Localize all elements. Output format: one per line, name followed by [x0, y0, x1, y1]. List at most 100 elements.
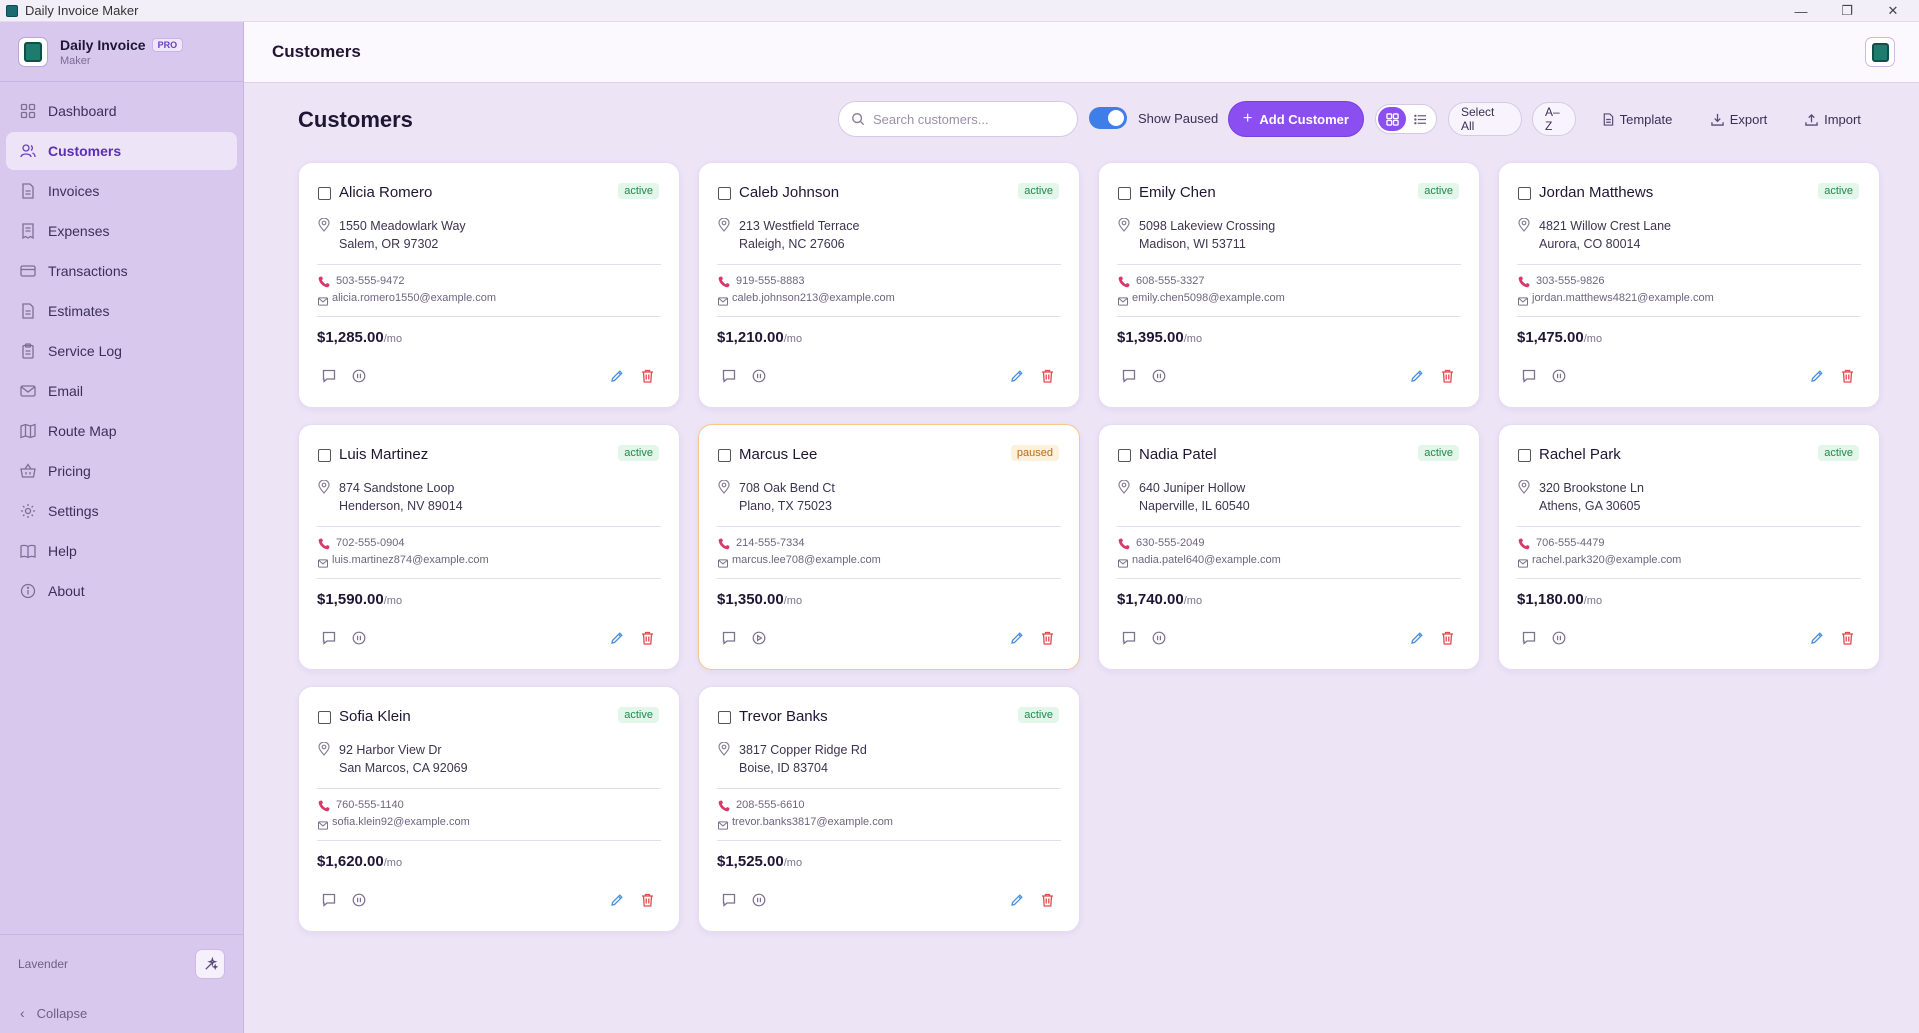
- customer-card[interactable]: Alicia Romero active 1550 Meadowlark Way Sa…: [298, 162, 680, 408]
- comment-icon[interactable]: [1520, 367, 1538, 385]
- customer-phone[interactable]: 630-555-2049: [1136, 537, 1205, 549]
- customer-select-checkbox[interactable]: [318, 711, 331, 724]
- comment-icon[interactable]: [320, 629, 338, 647]
- trash-icon[interactable]: [638, 629, 656, 647]
- header-logo-icon[interactable]: [1865, 37, 1895, 67]
- customer-phone[interactable]: 503-555-9472: [336, 275, 405, 287]
- comment-icon[interactable]: [1120, 629, 1138, 647]
- trash-icon[interactable]: [1038, 629, 1056, 647]
- sidebar-item-email[interactable]: Email: [6, 372, 237, 410]
- customer-email[interactable]: alicia.romero1550@example.com: [332, 292, 497, 304]
- minimize-icon[interactable]: —: [1794, 3, 1808, 19]
- customer-phone[interactable]: 303-555-9826: [1536, 275, 1605, 287]
- sidebar-item-pricing[interactable]: Pricing: [6, 452, 237, 490]
- search-input[interactable]: [873, 111, 1063, 127]
- trash-icon[interactable]: [1038, 891, 1056, 909]
- edit-icon[interactable]: [608, 891, 626, 909]
- customer-card[interactable]: Emily Chen active 5098 Lakeview Crossing Ma…: [1098, 162, 1480, 408]
- comment-icon[interactable]: [1120, 367, 1138, 385]
- sidebar-item-transactions[interactable]: Transactions: [6, 252, 237, 290]
- pause-icon[interactable]: [750, 891, 768, 909]
- customer-email[interactable]: luis.martinez874@example.com: [332, 554, 489, 566]
- customer-select-checkbox[interactable]: [1118, 449, 1131, 462]
- trash-icon[interactable]: [1038, 367, 1056, 385]
- customer-email[interactable]: emily.chen5098@example.com: [1132, 292, 1285, 304]
- sort-az-button[interactable]: A–Z: [1532, 102, 1576, 136]
- pause-icon[interactable]: [350, 629, 368, 647]
- customer-email[interactable]: rachel.park320@example.com: [1532, 554, 1682, 566]
- comment-icon[interactable]: [320, 891, 338, 909]
- edit-icon[interactable]: [1008, 367, 1026, 385]
- edit-icon[interactable]: [1008, 891, 1026, 909]
- customer-phone[interactable]: 919-555-8883: [736, 275, 805, 287]
- trash-icon[interactable]: [1838, 367, 1856, 385]
- sidebar-item-about[interactable]: About: [6, 572, 237, 610]
- list-view-button[interactable]: [1406, 107, 1434, 131]
- customer-email[interactable]: trevor.banks3817@example.com: [732, 816, 893, 828]
- export-button[interactable]: Export: [1696, 102, 1782, 136]
- pause-icon[interactable]: [350, 891, 368, 909]
- pause-icon[interactable]: [350, 367, 368, 385]
- theme-picker-button[interactable]: [195, 949, 225, 979]
- customer-card[interactable]: Sofia Klein active 92 Harbor View Dr San Ma…: [298, 686, 680, 932]
- comment-icon[interactable]: [320, 367, 338, 385]
- customer-phone[interactable]: 208-555-6610: [736, 799, 805, 811]
- edit-icon[interactable]: [608, 367, 626, 385]
- sidebar-item-dashboard[interactable]: Dashboard: [6, 92, 237, 130]
- comment-icon[interactable]: [720, 629, 738, 647]
- play-icon[interactable]: [750, 629, 768, 647]
- customer-email[interactable]: jordan.matthews4821@example.com: [1532, 292, 1714, 304]
- edit-icon[interactable]: [1408, 629, 1426, 647]
- comment-icon[interactable]: [720, 891, 738, 909]
- pause-icon[interactable]: [750, 367, 768, 385]
- customer-select-checkbox[interactable]: [718, 187, 731, 200]
- customer-card[interactable]: Nadia Patel active 640 Juniper Hollow Naper…: [1098, 424, 1480, 670]
- customer-card[interactable]: Caleb Johnson active 213 Westfield Terrace…: [698, 162, 1080, 408]
- customer-phone[interactable]: 702-555-0904: [336, 537, 405, 549]
- pause-icon[interactable]: [1550, 367, 1568, 385]
- customer-card[interactable]: Luis Martinez active 874 Sandstone Loop Hen…: [298, 424, 680, 670]
- import-button[interactable]: Import: [1790, 102, 1876, 136]
- sidebar-item-estimates[interactable]: Estimates: [6, 292, 237, 330]
- pause-icon[interactable]: [1550, 629, 1568, 647]
- customer-select-checkbox[interactable]: [1118, 187, 1131, 200]
- customer-phone[interactable]: 706-555-4479: [1536, 537, 1605, 549]
- customer-select-checkbox[interactable]: [718, 711, 731, 724]
- edit-icon[interactable]: [608, 629, 626, 647]
- customer-card[interactable]: Trevor Banks active 3817 Copper Ridge Rd Bo…: [698, 686, 1080, 932]
- customer-select-checkbox[interactable]: [318, 187, 331, 200]
- collapse-button[interactable]: ‹ Collapse: [0, 993, 243, 1033]
- customer-email[interactable]: caleb.johnson213@example.com: [732, 292, 895, 304]
- customer-email[interactable]: marcus.lee708@example.com: [732, 554, 881, 566]
- customer-select-checkbox[interactable]: [718, 449, 731, 462]
- show-paused-toggle[interactable]: [1089, 107, 1127, 129]
- edit-icon[interactable]: [1808, 629, 1826, 647]
- customer-card[interactable]: Rachel Park active 320 Brookstone Ln Athens…: [1498, 424, 1880, 670]
- pause-icon[interactable]: [1150, 629, 1168, 647]
- trash-icon[interactable]: [638, 367, 656, 385]
- customer-phone[interactable]: 608-555-3327: [1136, 275, 1205, 287]
- search-box[interactable]: [838, 101, 1078, 137]
- select-all-button[interactable]: Select All: [1448, 102, 1522, 136]
- sidebar-item-help[interactable]: Help: [6, 532, 237, 570]
- customer-select-checkbox[interactable]: [318, 449, 331, 462]
- sidebar-item-settings[interactable]: Settings: [6, 492, 237, 530]
- comment-icon[interactable]: [1520, 629, 1538, 647]
- close-icon[interactable]: ✕: [1887, 3, 1899, 18]
- customer-phone[interactable]: 214-555-7334: [736, 537, 805, 549]
- customer-card[interactable]: Jordan Matthews active 4821 Willow Crest L…: [1498, 162, 1880, 408]
- sidebar-item-service-log[interactable]: Service Log: [6, 332, 237, 370]
- edit-icon[interactable]: [1808, 367, 1826, 385]
- customer-card[interactable]: Marcus Lee paused 708 Oak Bend Ct Plano, TX…: [698, 424, 1080, 670]
- customer-select-checkbox[interactable]: [1518, 449, 1531, 462]
- sidebar-item-customers[interactable]: Customers: [6, 132, 237, 170]
- comment-icon[interactable]: [720, 367, 738, 385]
- trash-icon[interactable]: [638, 891, 656, 909]
- sidebar-item-expenses[interactable]: Expenses: [6, 212, 237, 250]
- customer-phone[interactable]: 760-555-1140: [336, 799, 404, 811]
- pause-icon[interactable]: [1150, 367, 1168, 385]
- edit-icon[interactable]: [1408, 367, 1426, 385]
- edit-icon[interactable]: [1008, 629, 1026, 647]
- sidebar-item-route-map[interactable]: Route Map: [6, 412, 237, 450]
- sidebar-item-invoices[interactable]: Invoices: [6, 172, 237, 210]
